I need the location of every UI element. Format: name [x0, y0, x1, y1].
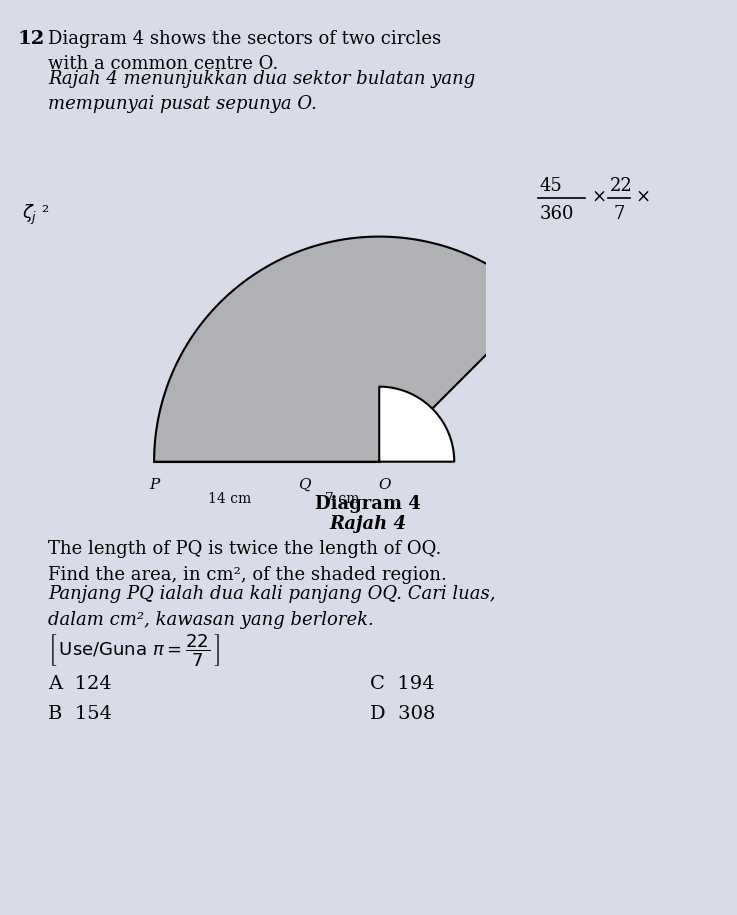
Text: O: O — [378, 478, 391, 491]
Text: The length of PQ is twice the length of OQ.
Find the area, in cm², of the shaded: The length of PQ is twice the length of … — [48, 540, 447, 585]
Polygon shape — [380, 387, 454, 462]
Text: $\zeta_j$ ²: $\zeta_j$ ² — [22, 203, 49, 227]
Text: Rajah 4: Rajah 4 — [329, 515, 407, 533]
Text: Panjang PQ ialah dua kali panjang OQ. Cari luas,
dalam cm², kawasan yang berlore: Panjang PQ ialah dua kali panjang OQ. Ca… — [48, 585, 495, 630]
Text: 45: 45 — [540, 177, 563, 195]
Text: B  154: B 154 — [48, 705, 112, 723]
Text: 360: 360 — [540, 205, 575, 223]
Text: A  124: A 124 — [48, 675, 112, 693]
Text: Diagram 4 shows the sectors of two circles
with a common centre O.: Diagram 4 shows the sectors of two circl… — [48, 30, 441, 73]
Text: ×: × — [636, 188, 651, 206]
Text: P: P — [149, 478, 159, 491]
Text: 12: 12 — [18, 30, 45, 48]
Text: Rajah 4 menunjukkan dua sektor bulatan yang
mempunyai pusat sepunya O.: Rajah 4 menunjukkan dua sektor bulatan y… — [48, 70, 475, 113]
Text: 7 cm: 7 cm — [324, 491, 359, 506]
Text: 14 cm: 14 cm — [208, 491, 251, 506]
Text: 7: 7 — [614, 205, 626, 223]
Text: 22: 22 — [610, 177, 633, 195]
Text: C  194: C 194 — [370, 675, 435, 693]
Polygon shape — [154, 237, 539, 462]
Text: $\left[\,\mathrm{Use/Guna}\ \pi = \dfrac{22}{7}\,\right]$: $\left[\,\mathrm{Use/Guna}\ \pi = \dfrac… — [48, 632, 220, 668]
Text: Q: Q — [298, 478, 310, 491]
Text: Diagram 4: Diagram 4 — [315, 495, 421, 513]
Text: ×: × — [592, 188, 607, 206]
Text: D  308: D 308 — [370, 705, 436, 723]
